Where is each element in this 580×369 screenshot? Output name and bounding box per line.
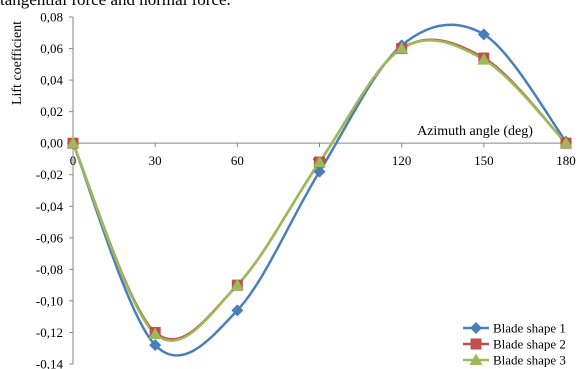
y-tick-label: 0,06 [40, 41, 63, 56]
series-line-2 [71, 38, 567, 341]
y-axis-title: Lift coefficient [10, 21, 25, 105]
x-tick-label: 180 [556, 153, 576, 168]
legend-marker-1 [470, 322, 482, 334]
x-tick-label: 0 [70, 153, 77, 168]
caption-text: tangential force and normal force. [0, 0, 580, 10]
data-point-series-1 [313, 165, 326, 178]
data-point-series-1 [149, 339, 162, 352]
y-tick-label: 0,08 [40, 10, 63, 25]
data-point-series-1 [477, 28, 490, 41]
y-tick-label: -0,08 [36, 262, 63, 277]
y-tick-label: -0,04 [36, 199, 64, 214]
y-tick-label: 0,00 [40, 136, 63, 151]
data-point-series-3 [230, 278, 244, 291]
y-tick-label: -0,14 [36, 357, 64, 369]
legend-marker-2 [470, 338, 482, 350]
y-tick-label: -0,02 [36, 167, 63, 182]
series-markers [66, 28, 573, 352]
data-point-series-3 [148, 327, 162, 340]
data-point-series-3 [66, 136, 80, 149]
x-tick-label: 60 [231, 153, 244, 168]
legend-label-1: Blade shape 1 [493, 321, 566, 336]
x-axis-title: Azimuth angle (deg) [417, 124, 533, 139]
y-tick-label: -0,06 [36, 230, 64, 245]
series-lines [71, 23, 567, 357]
data-point-series-1 [231, 304, 244, 317]
y-tick-label: 0,02 [40, 104, 63, 119]
y-tick-label: -0,10 [36, 293, 63, 308]
legend-marker-3 [469, 353, 483, 365]
data-point-series-3 [313, 155, 326, 168]
data-point-series-3 [395, 42, 409, 54]
y-tick-label: 0,04 [40, 73, 63, 88]
series-line-3 [71, 39, 567, 342]
y-tick-label: -0,12 [36, 325, 63, 340]
series-line-1 [71, 23, 567, 357]
data-point-series-3 [477, 53, 491, 65]
legend-label-2: Blade shape 2 [493, 337, 566, 352]
data-point-series-3 [559, 136, 573, 149]
legend-label-3: Blade shape 3 [493, 353, 566, 368]
x-tick-label: 150 [474, 153, 494, 168]
x-tick-label: 30 [149, 153, 162, 168]
x-tick-label: 120 [392, 153, 412, 168]
y-tick-group: 0,08 0,06 0,04 0,02 0,00 -0,02 -0,04 -0,06 -0,08… [36, 10, 73, 369]
